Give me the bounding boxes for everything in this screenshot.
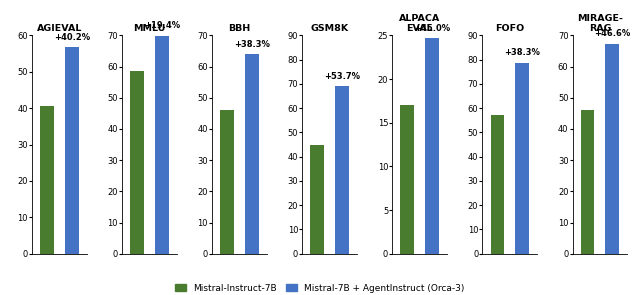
Text: +46.6%: +46.6% bbox=[594, 29, 630, 38]
Title: BBH: BBH bbox=[228, 24, 251, 33]
Bar bbox=[220, 110, 234, 254]
Text: +38.3%: +38.3% bbox=[234, 40, 270, 49]
Title: GSM8K: GSM8K bbox=[310, 24, 349, 33]
Bar bbox=[155, 36, 168, 254]
Bar bbox=[515, 63, 529, 254]
Title: AGIEVAL: AGIEVAL bbox=[36, 24, 82, 33]
Legend: Mistral-Instruct-7B, Mistral-7B + AgentInstruct (Orca-3): Mistral-Instruct-7B, Mistral-7B + AgentI… bbox=[172, 280, 468, 295]
Bar bbox=[605, 43, 619, 254]
Title: MIRAGE-
RAG: MIRAGE- RAG bbox=[577, 14, 623, 33]
Title: FOFO: FOFO bbox=[495, 24, 524, 33]
Bar bbox=[130, 71, 144, 254]
Text: +53.7%: +53.7% bbox=[324, 72, 360, 81]
Bar bbox=[245, 54, 259, 254]
Bar bbox=[426, 38, 439, 254]
Bar bbox=[65, 47, 79, 254]
Bar bbox=[335, 86, 349, 254]
Text: +19.4%: +19.4% bbox=[144, 21, 180, 30]
Bar bbox=[401, 105, 414, 254]
Title: ALPACA
EVAL: ALPACA EVAL bbox=[399, 14, 440, 33]
Bar bbox=[491, 115, 504, 254]
Bar bbox=[40, 106, 54, 254]
Text: +38.3%: +38.3% bbox=[504, 48, 540, 57]
Text: +40.2%: +40.2% bbox=[54, 32, 90, 42]
Text: +45.0%: +45.0% bbox=[414, 24, 450, 33]
Bar bbox=[580, 110, 595, 254]
Bar bbox=[310, 145, 324, 254]
Title: MMLU: MMLU bbox=[133, 24, 166, 33]
